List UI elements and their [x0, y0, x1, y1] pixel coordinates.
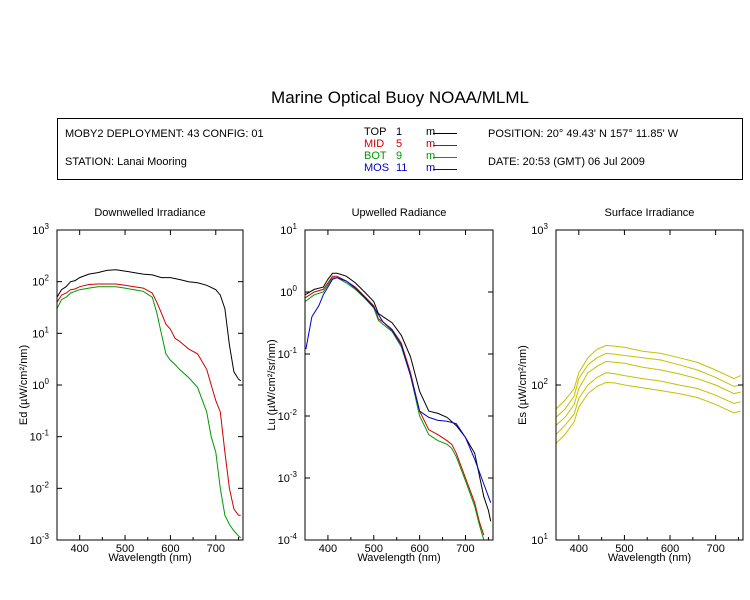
series-line-mid: [57, 283, 241, 516]
y-tick-label: 10-2: [30, 480, 50, 495]
legend-unit: m: [426, 150, 436, 162]
legend-item-bot: BOT 9 m: [364, 150, 435, 162]
legend-swatch-top: [433, 133, 457, 134]
series-line-mos: [305, 277, 492, 503]
legend-item-mid: MID 5 m: [364, 138, 435, 150]
x-tick-label: 700: [456, 543, 474, 555]
series-line-2: [556, 352, 741, 418]
chart-page-title: Marine Optical Buoy NOAA/MLML: [271, 88, 529, 107]
legend-unit: m: [426, 126, 436, 138]
legend-unit: m: [426, 138, 436, 150]
x-tick-label: 400: [319, 543, 337, 555]
chart-title: Surface Irradiance: [605, 207, 695, 219]
legend-item-top: TOP 1 m: [364, 126, 435, 138]
deployment-info-box: MOBY2 DEPLOYMENT: 43 CONFIG: 01 STATION:…: [57, 118, 743, 180]
chart-title: Upwelled Radiance: [352, 207, 447, 219]
series-line-top: [305, 272, 492, 522]
y-tick-label: 101: [32, 325, 49, 340]
y-tick-label: 102: [531, 377, 548, 392]
legend-unit: m: [426, 162, 436, 174]
series-line-3: [556, 360, 741, 426]
legend-item-mos: MOS 11 m: [364, 162, 435, 174]
chart-panel-3: Surface Irradiance 400 500 600 700 101 102 103 W…: [517, 207, 744, 564]
legend-swatch-bot: [433, 157, 457, 158]
x-tick-label: 400: [570, 543, 588, 555]
legend-depth: 1: [396, 126, 403, 138]
x-tick-label: 600: [410, 543, 428, 555]
y-tick-label: 100: [280, 284, 297, 299]
plot-frame: [304, 229, 494, 541]
y-axis-label: Es (µW/cm²/nm): [517, 345, 529, 425]
y-tick-label: 10-1: [278, 346, 298, 361]
series-line-4: [556, 372, 741, 435]
y-tick-label: 102: [32, 274, 49, 289]
legend-name: MOS: [364, 162, 390, 174]
x-axis-label: Wavelength (nm): [108, 552, 191, 564]
legend-swatch-mid: [433, 145, 457, 146]
x-tick-label: 600: [661, 543, 679, 555]
x-tick-label: 700: [706, 543, 724, 555]
legend-name: TOP: [364, 126, 387, 138]
y-tick-label: 10-2: [278, 408, 298, 423]
legend-depth: 11: [396, 162, 408, 174]
y-axis-label: Ed (µW/cm²/nm): [18, 345, 30, 425]
x-tick-label: 500: [365, 543, 383, 555]
series-line-bot: [57, 286, 242, 539]
legend-name: MID: [364, 138, 385, 150]
legend-name: BOT: [364, 150, 387, 162]
series-line-bot: [305, 277, 485, 540]
y-tick-label: 10-4: [278, 532, 298, 547]
x-axis-label: Wavelength (nm): [608, 552, 691, 564]
x-tick-label: 600: [161, 543, 179, 555]
y-axis-label: Lu (µW/cm²/sr/nm): [266, 339, 278, 430]
legend-depth: 5: [396, 138, 403, 150]
x-axis-label: Wavelength (nm): [357, 552, 440, 564]
date-text: DATE: 20:53 (GMT) 06 Jul 2009: [488, 156, 645, 168]
station-text: STATION: Lanai Mooring: [65, 156, 187, 168]
y-tick-label: 101: [531, 532, 548, 547]
chart-panel-1: Downwelled Irradiance 400 500 600 700 10-3 10-…: [18, 207, 244, 564]
chart-title: Downwelled Irradiance: [94, 207, 205, 219]
legend-swatch-mos: [433, 169, 457, 170]
y-tick-label: 103: [531, 222, 548, 237]
series-line-5: [556, 381, 741, 444]
deployment-text: MOBY2 DEPLOYMENT: 43 CONFIG: 01: [65, 128, 264, 140]
chart-panel-2: Upwelled Radiance 400 500 600 700 10-4 10-3 10-…: [266, 207, 494, 564]
plot-frame: [56, 229, 244, 541]
x-tick-label: 500: [615, 543, 633, 555]
y-tick-label: 10-1: [30, 429, 50, 444]
y-tick-label: 100: [32, 377, 49, 392]
series-line-top: [57, 269, 242, 382]
y-tick-label: 103: [32, 222, 49, 237]
y-tick-label: 10-3: [30, 532, 50, 547]
x-tick-label: 500: [116, 543, 134, 555]
series-line-mid: [305, 275, 485, 536]
x-tick-label: 700: [207, 543, 225, 555]
series-line-1: [556, 344, 741, 410]
position-text: POSITION: 20° 49.43' N 157° 11.85' W: [488, 128, 679, 140]
y-tick-label: 101: [280, 222, 297, 237]
x-tick-label: 400: [71, 543, 89, 555]
legend-depth: 9: [396, 150, 403, 162]
y-tick-label: 10-3: [278, 470, 298, 485]
